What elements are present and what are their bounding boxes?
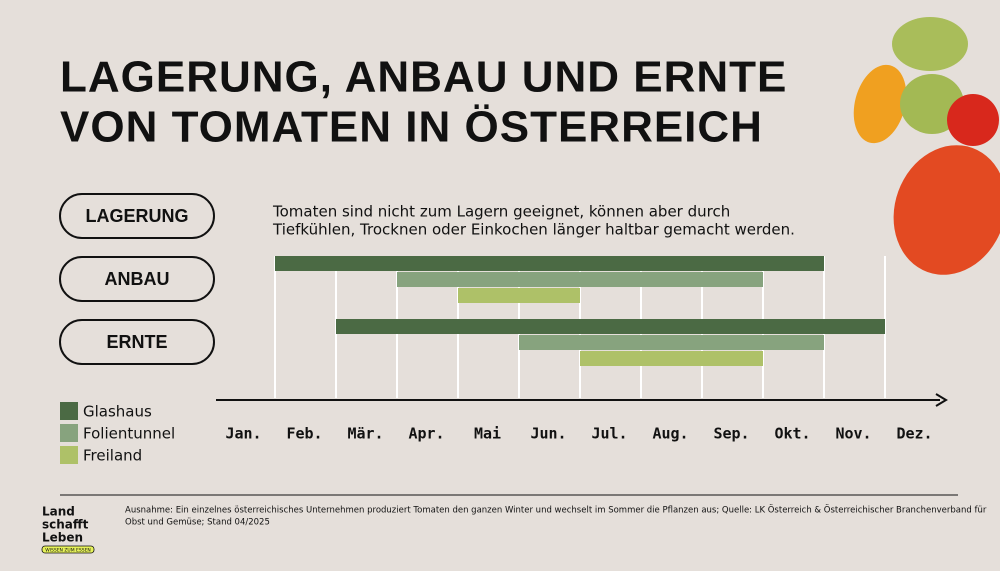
legend-label: Folientunnel [83, 425, 175, 443]
row-pill [59, 319, 215, 365]
x-tick-label: Mai [474, 425, 501, 443]
legend-label: Freiland [83, 447, 142, 465]
logo: Leben [42, 531, 83, 545]
footnote: Obst und Gemüse; Stand 04/2025 [125, 518, 270, 528]
logo-tagline: WISSEN ZUM ESSEN [45, 548, 91, 554]
x-tick-label: Feb. [286, 425, 322, 443]
bar [336, 319, 885, 334]
x-tick-label: Okt. [774, 425, 810, 443]
row-pill [59, 193, 215, 239]
legend-label: Glashaus [83, 403, 152, 421]
title: LAGERUNG, ANBAU UND ERNTE [60, 53, 787, 102]
legend-swatch [60, 402, 78, 420]
x-tick-label: Jun. [530, 425, 566, 443]
footnote: Ausnahme: Ein einzelnes österreichisches… [125, 505, 987, 516]
row-label: ANBAU [105, 269, 170, 289]
logo: schafft [42, 518, 89, 532]
x-tick-label: Jul. [591, 425, 627, 443]
title: VON TOMATEN IN ÖSTERREICH [60, 103, 763, 152]
x-axis-arrow [935, 393, 948, 407]
bar [458, 288, 580, 303]
bar [397, 272, 763, 287]
bar [275, 256, 824, 271]
legend-swatch [60, 446, 78, 464]
row-label: LAGERUNG [86, 206, 189, 226]
x-tick-label: Nov. [835, 425, 871, 443]
x-tick-label: Sep. [713, 425, 749, 443]
x-tick-label: Aug. [652, 425, 688, 443]
logo: Land [42, 505, 75, 519]
note: Tiefkühlen, Trocknen oder Einkochen läng… [272, 221, 795, 239]
note: Tomaten sind nicht zum Lagern geeignet, … [272, 203, 730, 221]
row-label: ERNTE [106, 332, 167, 352]
bar [580, 351, 763, 366]
x-tick-label: Mär. [347, 425, 383, 443]
tomatoes [853, 17, 1000, 275]
x-tick-label: Dez. [896, 425, 932, 443]
x-tick-label: Apr. [408, 425, 444, 443]
logo-badge [41, 545, 95, 554]
bar [519, 335, 824, 350]
x-tick-label: Jan. [225, 425, 261, 443]
legend-swatch [60, 424, 78, 442]
row-pill [59, 256, 215, 302]
